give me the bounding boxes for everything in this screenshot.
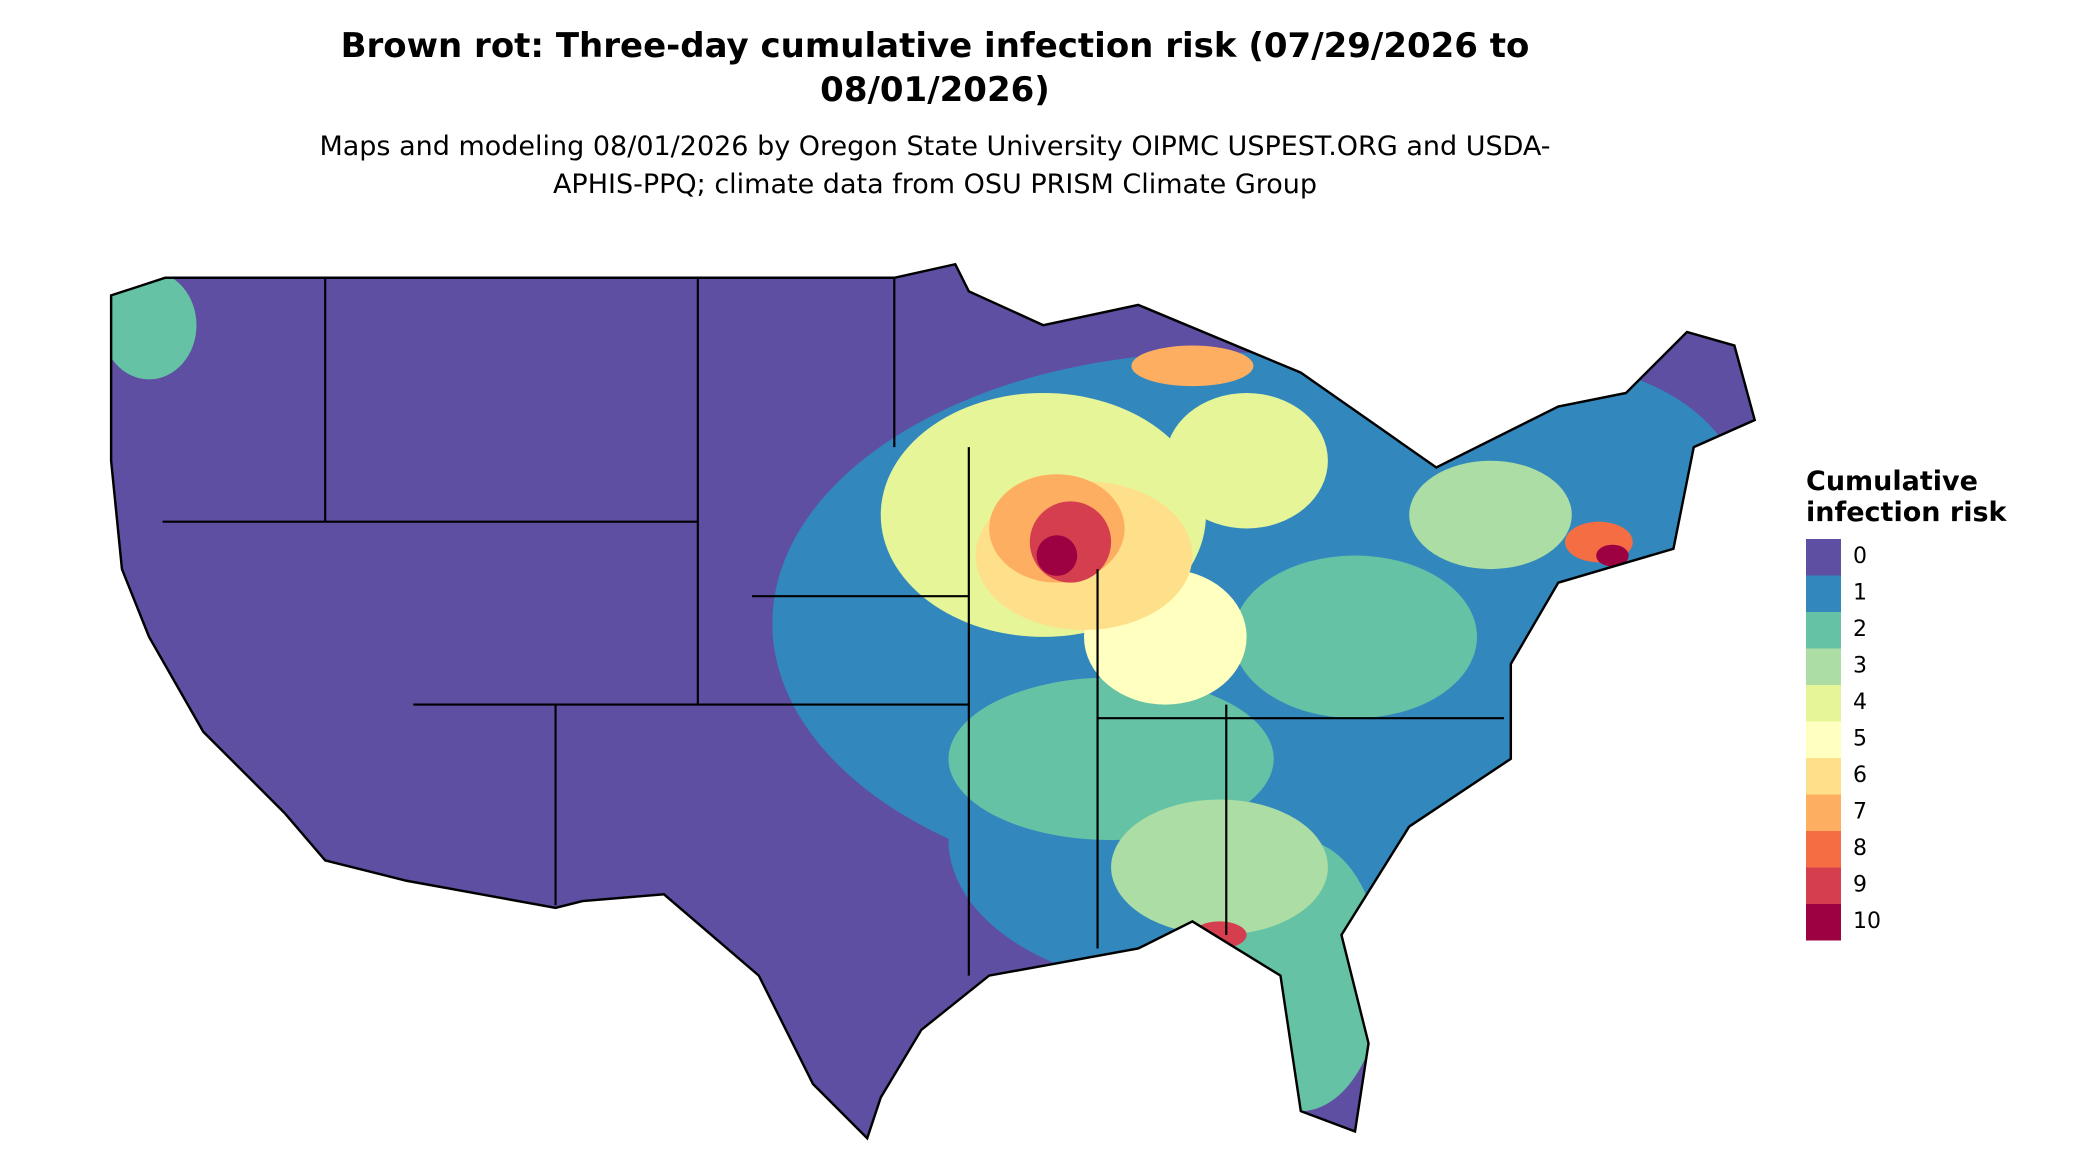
risk-region xyxy=(1409,460,1572,570)
legend-swatch xyxy=(1806,904,1841,941)
legend-label: 10 xyxy=(1853,909,1881,934)
legend-swatch xyxy=(1806,648,1841,685)
legend-label: 2 xyxy=(1853,617,1867,642)
legend-label: 1 xyxy=(1853,581,1867,606)
legend-swatch xyxy=(1806,758,1841,795)
risk-region xyxy=(1165,392,1328,529)
legend-label: 6 xyxy=(1853,763,1867,788)
legend-swatch xyxy=(1806,721,1841,758)
risk-region xyxy=(1036,535,1078,576)
legend-swatch xyxy=(1806,685,1841,722)
risk-region xyxy=(111,271,197,380)
risk-region xyxy=(1233,555,1477,719)
legend-swatch xyxy=(1806,612,1841,649)
legend-label: 5 xyxy=(1853,727,1867,752)
map-layer xyxy=(109,262,1757,1141)
legend-swatch xyxy=(1806,539,1841,576)
legend-label: 8 xyxy=(1853,836,1867,861)
map-title: Brown rot: Three-day cumulative infectio… xyxy=(340,26,1530,110)
legend-title: Cumulative infection risk xyxy=(1806,466,2007,528)
risk-region xyxy=(1111,799,1328,935)
legend-label: 3 xyxy=(1853,654,1867,679)
legend-label: 4 xyxy=(1853,690,1867,715)
risk-regions xyxy=(111,264,1755,1139)
risk-region xyxy=(1131,345,1254,387)
legend-swatch xyxy=(1806,575,1841,612)
legend-swatch xyxy=(1806,794,1841,831)
legend-swatch xyxy=(1806,867,1841,904)
legend-swatch xyxy=(1806,831,1841,868)
risk-region xyxy=(1596,544,1629,567)
map-subtitle: Maps and modeling 08/01/2026 by Oregon S… xyxy=(319,131,1551,200)
legend-label: 9 xyxy=(1853,873,1867,898)
us-outline xyxy=(109,262,1757,1141)
legend-label: 0 xyxy=(1853,544,1867,569)
legend-label: 7 xyxy=(1853,800,1867,825)
